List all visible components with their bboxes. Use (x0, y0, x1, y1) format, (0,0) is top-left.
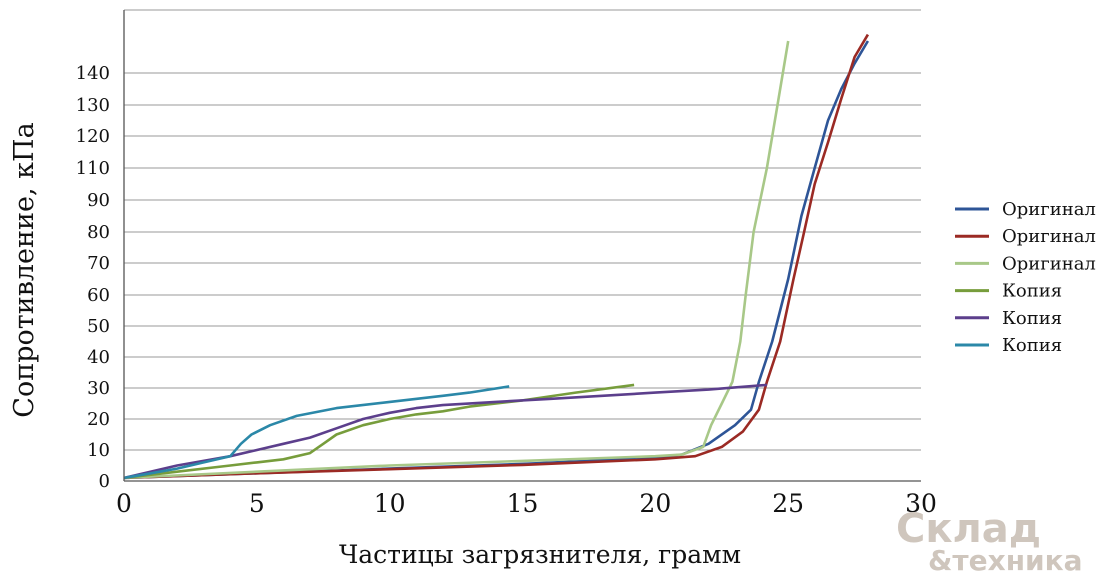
y-tick-label: 30 (87, 378, 110, 399)
legend-label: Оригинал (1002, 199, 1096, 220)
y-tick-label: 0 (99, 471, 110, 492)
y-axis-label: Сопротивление, кПа (9, 122, 40, 417)
legend-label: Копия (1002, 308, 1062, 329)
legend-label: Копия (1002, 335, 1062, 356)
x-tick-label: 25 (772, 489, 804, 518)
legend-label: Оригинал (1002, 226, 1096, 247)
watermark-logo: Склад &техника (896, 506, 1083, 577)
legend-label: Оригинал (1002, 253, 1096, 274)
y-tick-label: 140 (76, 63, 110, 84)
series-lines (124, 33, 870, 480)
x-tick-label: 0 (116, 489, 132, 518)
series-line (124, 40, 790, 480)
y-tick-label: 70 (87, 253, 110, 274)
x-tick-label: 15 (507, 489, 539, 518)
x-tick-label: 20 (639, 489, 671, 518)
x-tick-label: 5 (249, 489, 265, 518)
grid-lines (124, 9, 921, 451)
series-line (124, 385, 510, 480)
x-tick-label: 10 (374, 489, 406, 518)
y-tick-label: 50 (87, 316, 110, 337)
watermark-line1: Склад (896, 506, 1041, 552)
series-line (124, 383, 635, 480)
legend-label: Копия (1002, 281, 1062, 302)
x-axis-label: Частицы загрязнителя, грамм (339, 540, 741, 569)
series-line (124, 383, 768, 480)
x-tick-label: 30 (905, 489, 937, 518)
y-tick-label: 20 (87, 409, 110, 430)
watermark-line2: &техника (928, 544, 1083, 577)
series-line (124, 33, 870, 480)
y-tick-label: 80 (87, 222, 110, 243)
y-tick-label: 130 (76, 95, 110, 116)
x-tick-labels: 0 5 10 15 20 25 30 (116, 489, 937, 518)
legend: Оригинал Оригинал Оригинал Копия Копия Копия (955, 199, 1096, 356)
y-tick-label: 120 (76, 126, 110, 147)
y-tick-labels: 0 10 20 30 40 50 60 70 80 90 110 120 130 140 (76, 63, 110, 492)
y-tick-label: 110 (76, 158, 110, 179)
y-tick-label: 40 (87, 347, 110, 368)
y-tick-label: 10 (87, 440, 110, 461)
y-tick-label: 90 (87, 190, 110, 211)
y-tick-label: 60 (87, 285, 110, 306)
axes (123, 10, 921, 482)
